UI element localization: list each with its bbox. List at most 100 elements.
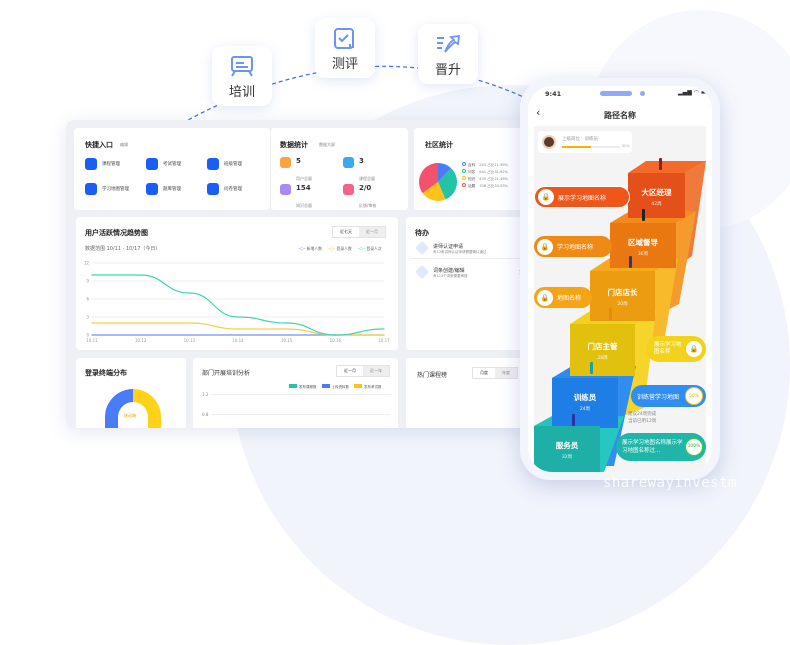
bar-legend: 发布课程数 上传资料数 发布考试数 xyxy=(289,384,382,390)
x-tick-label: 10.17 xyxy=(378,338,390,343)
legend-item: -◇- 登录人次 xyxy=(358,246,382,252)
step-trainer[interactable]: 训练员 24周 xyxy=(552,378,618,428)
map-pill[interactable]: 🔒 展示学习地图名称 xyxy=(534,186,630,208)
terminal-donut-chart xyxy=(105,389,161,428)
y-tick: 0.8 xyxy=(202,412,209,417)
pie-slice xyxy=(438,163,451,182)
legend-name: 登录人数 xyxy=(336,246,352,251)
map-pill[interactable]: 展示学习地图名称展示学习地图名称过... 100% xyxy=(616,433,706,461)
item-label: 问卷管理 xyxy=(224,187,242,192)
progress-fill xyxy=(562,146,591,148)
status-icons: ▂▄▆ ◠ ▬ xyxy=(678,89,707,96)
step-weeks: 28周 xyxy=(597,356,608,361)
data-point xyxy=(286,334,288,336)
map-label: 学习地图名称 xyxy=(557,244,594,251)
chart-legend: -◇- 新增人数 -◇- 登录人数 -◇- 登录人次 xyxy=(298,246,382,252)
data-stats-panel: 数据统计 数据大屏 5 用户总量 3 课程总量 154 知识总量 2/0 反馈/审核 xyxy=(270,128,408,210)
range-toggle: 近一月 近一年 xyxy=(336,365,390,377)
step-area-supervisor[interactable]: 区域督导 36周 xyxy=(610,223,676,268)
quick-entry-item[interactable]: 考试管理 xyxy=(146,158,181,170)
legend-marker xyxy=(462,183,466,187)
map-pill[interactable]: 展示学习地图名称 🔒 xyxy=(646,336,706,362)
progress-badge: 50% xyxy=(685,387,703,405)
step-service-staff[interactable]: 服务员 32周 xyxy=(534,426,600,472)
survey-icon xyxy=(207,183,219,195)
data-screen-link[interactable]: 数据大屏 xyxy=(319,142,335,147)
pie-legend-item: 话题 708 占比34.93% xyxy=(462,183,508,190)
tab-monthly[interactable]: 月度 xyxy=(473,368,495,378)
step-weeks: 24周 xyxy=(579,407,591,412)
legend-item: 发布考试数 xyxy=(354,384,382,390)
quick-entry-item[interactable]: 班级管理 xyxy=(207,158,242,170)
career-path: 上级岗位：训练员 50% 大区经理 42周 区域督导 36周 门店店长 20周 xyxy=(534,126,706,472)
legend-value: 243 占比11.99% xyxy=(479,163,509,167)
camera xyxy=(640,91,645,96)
quick-entry-item[interactable]: 课程管理 xyxy=(85,158,120,170)
data-point xyxy=(237,316,239,318)
avatar xyxy=(542,135,556,149)
stat-value: 154 xyxy=(296,184,311,192)
clock-icon xyxy=(414,240,430,256)
item-label: 题库管理 xyxy=(163,187,181,192)
legend-name: 新增人数 xyxy=(306,246,322,251)
edit-link[interactable]: 编辑 xyxy=(120,142,128,147)
phone-mockup: 9:41 ▂▄▆ ◠ ▬ ‹ 路径名称 上级岗位：训练员 50% xyxy=(520,78,720,480)
question-bank-icon xyxy=(146,183,158,195)
login-terminal-panel: 登录终端分布 移动端 xyxy=(76,358,186,428)
lock-icon: 🔒 xyxy=(537,289,553,306)
map-pill[interactable]: 🔒 地图名称 xyxy=(534,287,592,308)
tab-yearly[interactable]: 年度 xyxy=(495,368,517,378)
page-title: 路径名称 xyxy=(604,111,636,120)
progress-badge: 100% xyxy=(685,438,703,456)
legend-item: -◇- 登录人数 xyxy=(328,246,352,252)
data-point xyxy=(140,322,142,324)
tab-year[interactable]: 近一年 xyxy=(363,366,389,376)
stat-value: 5 xyxy=(296,157,301,165)
quick-entry-item[interactable]: 问卷管理 xyxy=(207,183,242,195)
quick-entry-item[interactable]: 题库管理 xyxy=(146,183,181,195)
pie-slice xyxy=(422,182,446,201)
legend-value: 641 占比31.62% xyxy=(479,170,509,174)
step-store-manager[interactable]: 门店店长 20周 xyxy=(590,271,655,321)
legend-item: 发布课程数 xyxy=(289,384,317,390)
item-label: 班级管理 xyxy=(224,162,242,167)
back-icon[interactable]: ‹ xyxy=(536,106,541,119)
person-figure xyxy=(609,308,612,320)
node-label: 培训 xyxy=(228,85,255,100)
step-regional-manager[interactable]: 大区经理 42周 xyxy=(628,173,685,218)
map-label: 展示学习地图名称展示学习地图名称过... xyxy=(622,440,683,454)
date-range: 数据范围 10/11 - 10/17（今日） xyxy=(85,246,161,252)
series-line xyxy=(92,274,385,336)
step-name: 训练员 xyxy=(573,393,597,402)
tab-1month[interactable]: 近一月 xyxy=(359,227,385,237)
x-tick-label: 10.11 xyxy=(86,338,98,343)
data-point xyxy=(140,334,142,336)
data-point xyxy=(140,274,142,276)
quick-entry-item[interactable]: 学习地图管理 xyxy=(85,183,129,195)
legend-item: 上传资料数 xyxy=(321,384,349,390)
stat-label: 反馈/审核 xyxy=(359,203,377,208)
x-tick-label: 10.15 xyxy=(281,338,293,343)
step-name: 服务员 xyxy=(555,441,579,450)
admin-dashboard: 快捷入口 编辑 课程管理 考试管理 班级管理 学习地图管理 题库管理 问卷管理 … xyxy=(66,120,536,428)
data-point xyxy=(286,328,288,330)
data-point xyxy=(188,334,190,336)
step-weeks: 42周 xyxy=(651,202,662,207)
todo-title: 讲师认证申请 xyxy=(433,244,464,250)
map-label: 地图名称 xyxy=(557,295,582,302)
whiteboard-icon xyxy=(231,56,253,77)
step-weeks: 36周 xyxy=(637,252,649,257)
step-store-supervisor[interactable]: 门店主管 28周 xyxy=(570,324,635,376)
map-pill[interactable]: 训练营学习地图 50% xyxy=(631,385,706,407)
tab-month[interactable]: 近一月 xyxy=(337,366,363,376)
tab-7days[interactable]: 近七天 xyxy=(333,227,359,237)
legend-value: 708 占比34.93% xyxy=(479,184,509,188)
legend-item: -◇- 新增人数 xyxy=(298,246,322,252)
upper-position: 上级岗位：训练员 xyxy=(562,137,598,142)
legend-name: 话题 xyxy=(468,184,476,188)
map-pill[interactable]: 🔒 学习地图名称 xyxy=(534,236,612,257)
y-tick-label: 0 xyxy=(86,333,89,338)
stat-item: 2/0 反馈/审核 xyxy=(343,184,376,211)
y-tick-label: 6 xyxy=(86,297,89,302)
y-tick-label: 3 xyxy=(86,315,89,320)
